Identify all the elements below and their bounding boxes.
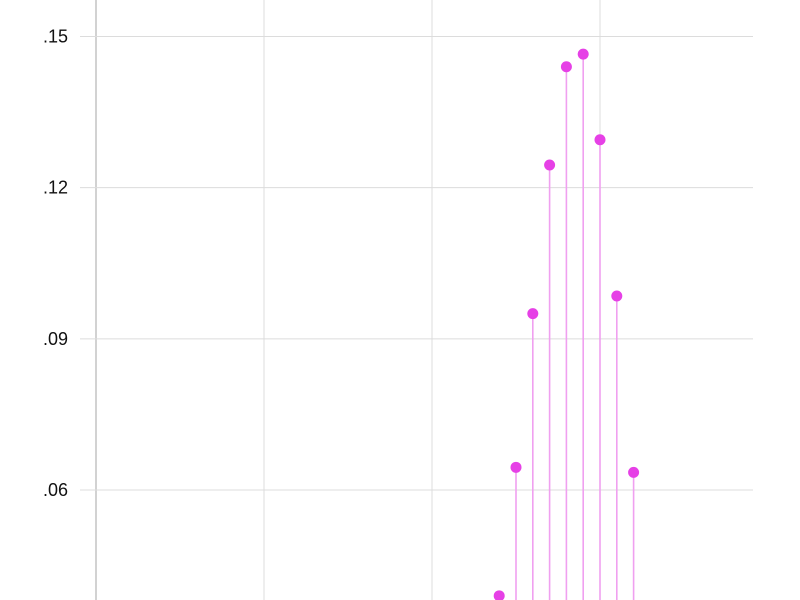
y-gridlines xyxy=(80,36,753,491)
y-tick-label: .12 xyxy=(43,178,68,198)
x-gridlines xyxy=(95,0,601,600)
data-point xyxy=(611,290,623,302)
data-point xyxy=(577,48,589,60)
y-tick-label: .06 xyxy=(43,480,68,500)
y-tick-label: .09 xyxy=(43,329,68,349)
data-point xyxy=(493,590,505,600)
data-point xyxy=(560,61,572,73)
stems xyxy=(498,54,635,600)
data-point xyxy=(628,466,640,478)
data-point xyxy=(510,461,522,473)
markers xyxy=(493,48,640,600)
data-point xyxy=(527,308,539,320)
y-tick-label: .15 xyxy=(43,27,68,47)
data-point xyxy=(594,134,606,146)
y-tick-labels: .06 .09 .12 .15 xyxy=(43,27,68,501)
data-point xyxy=(544,159,556,171)
